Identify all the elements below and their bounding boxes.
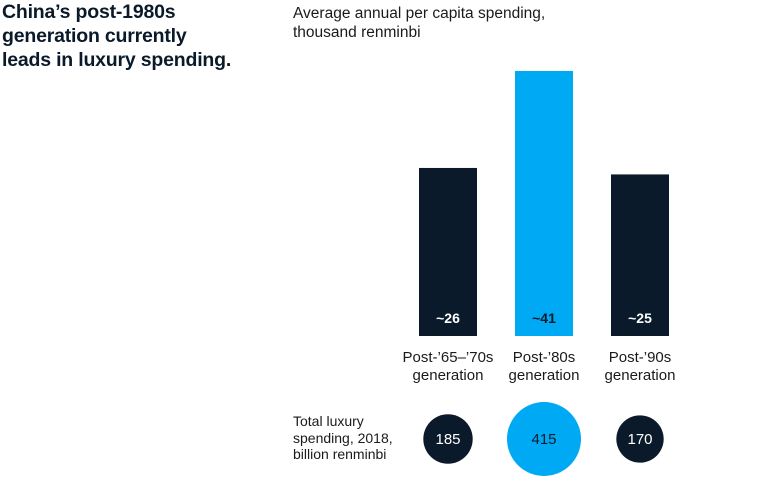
subtitle-line-1: Average annual per capita spending, [293,5,546,22]
bar-value-label-post-65-70s: ~26 [436,310,460,326]
subtitle-line-2: thousand renminbi [293,24,421,41]
totals-label-line-3: billion renminbi [293,446,387,462]
totals-label-line-1: Total luxury [293,413,364,429]
category-label-line-2: generation [412,367,484,384]
category-label-line-1: Post-’90s [608,349,672,366]
headline-line-2: generation currently [2,25,187,47]
headline-line-1: China’s post-1980s [2,1,176,23]
total-circle-post-80s [507,402,581,476]
category-label-line-2: generation [508,367,580,384]
category-label-line-1: Post-’80s [512,349,576,366]
total-circle-post-90s [616,415,664,463]
bar-value-label-post-80s: ~41 [532,310,556,326]
totals-label: Total luxury spending, 2018, billion ren… [293,413,403,463]
bar-post-80s [515,71,573,336]
category-label-post-90s: Post-’90s generation [580,349,700,385]
category-label-post-80s: Post-’80s generation [484,349,604,385]
category-label-line-1: Post-’65–’70s [402,349,494,366]
headline-line-3: leads in luxury spending. [2,49,232,71]
chart-subtitle: Average annual per capita spending, thou… [293,4,593,42]
bar-value-label-post-90s: ~25 [628,310,652,326]
total-value-label-post-65-70s: 185 [435,431,460,448]
chart-headline: China’s post-1980s generation currently … [2,0,262,72]
category-label-line-2: generation [604,367,676,384]
total-value-label-post-90s: 170 [627,431,652,448]
total-value-label-post-80s: 415 [531,431,556,448]
total-circle-post-65-70s [423,414,473,464]
category-label-post-65-70s: Post-’65–’70s generation [388,349,508,385]
totals-label-line-2: spending, 2018, [293,429,393,446]
bar-post-90s [611,174,669,336]
bar-post-65-70s [419,167,477,336]
